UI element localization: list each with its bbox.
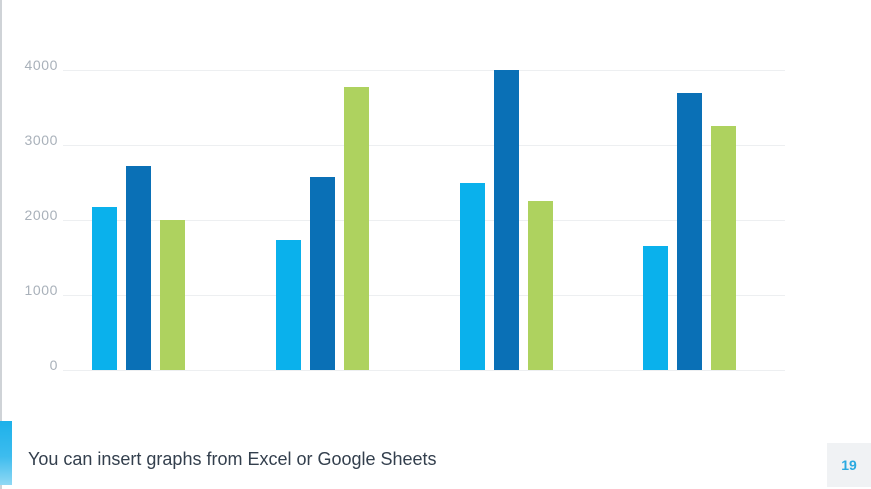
- bar-series-2-dark-blue: [494, 70, 519, 370]
- bar-series-1-light-blue: [276, 240, 301, 370]
- bar-series-3-green: [160, 220, 185, 370]
- gridline: [63, 295, 785, 296]
- page-number: 19: [841, 457, 857, 473]
- y-tick-label: 1000: [24, 282, 58, 298]
- slide-left-border: [0, 0, 2, 489]
- y-tick-label: 2000: [24, 207, 58, 223]
- bar-series-3-green: [528, 201, 553, 370]
- gridline: [63, 145, 785, 146]
- gridline: [63, 70, 785, 71]
- bar-series-2-dark-blue: [310, 177, 335, 370]
- bar-series-1-light-blue: [643, 246, 668, 370]
- bar-series-2-dark-blue: [677, 92, 702, 370]
- slide-caption: You can insert graphs from Excel or Goog…: [28, 449, 437, 469]
- gridline: [63, 370, 785, 371]
- bar-series-2-dark-blue: [126, 166, 151, 370]
- gridline: [63, 220, 785, 221]
- page-number-badge: 19: [827, 443, 871, 487]
- y-tick-label: 4000: [24, 57, 58, 73]
- bar-series-1-light-blue: [92, 207, 117, 370]
- bar-series-1-light-blue: [460, 182, 485, 370]
- y-tick-label: 3000: [24, 132, 58, 148]
- y-tick-label: 0: [49, 357, 58, 373]
- bar-series-3-green: [344, 86, 369, 370]
- bar-series-3-green: [711, 125, 736, 370]
- caption-accent-bar: [0, 421, 12, 485]
